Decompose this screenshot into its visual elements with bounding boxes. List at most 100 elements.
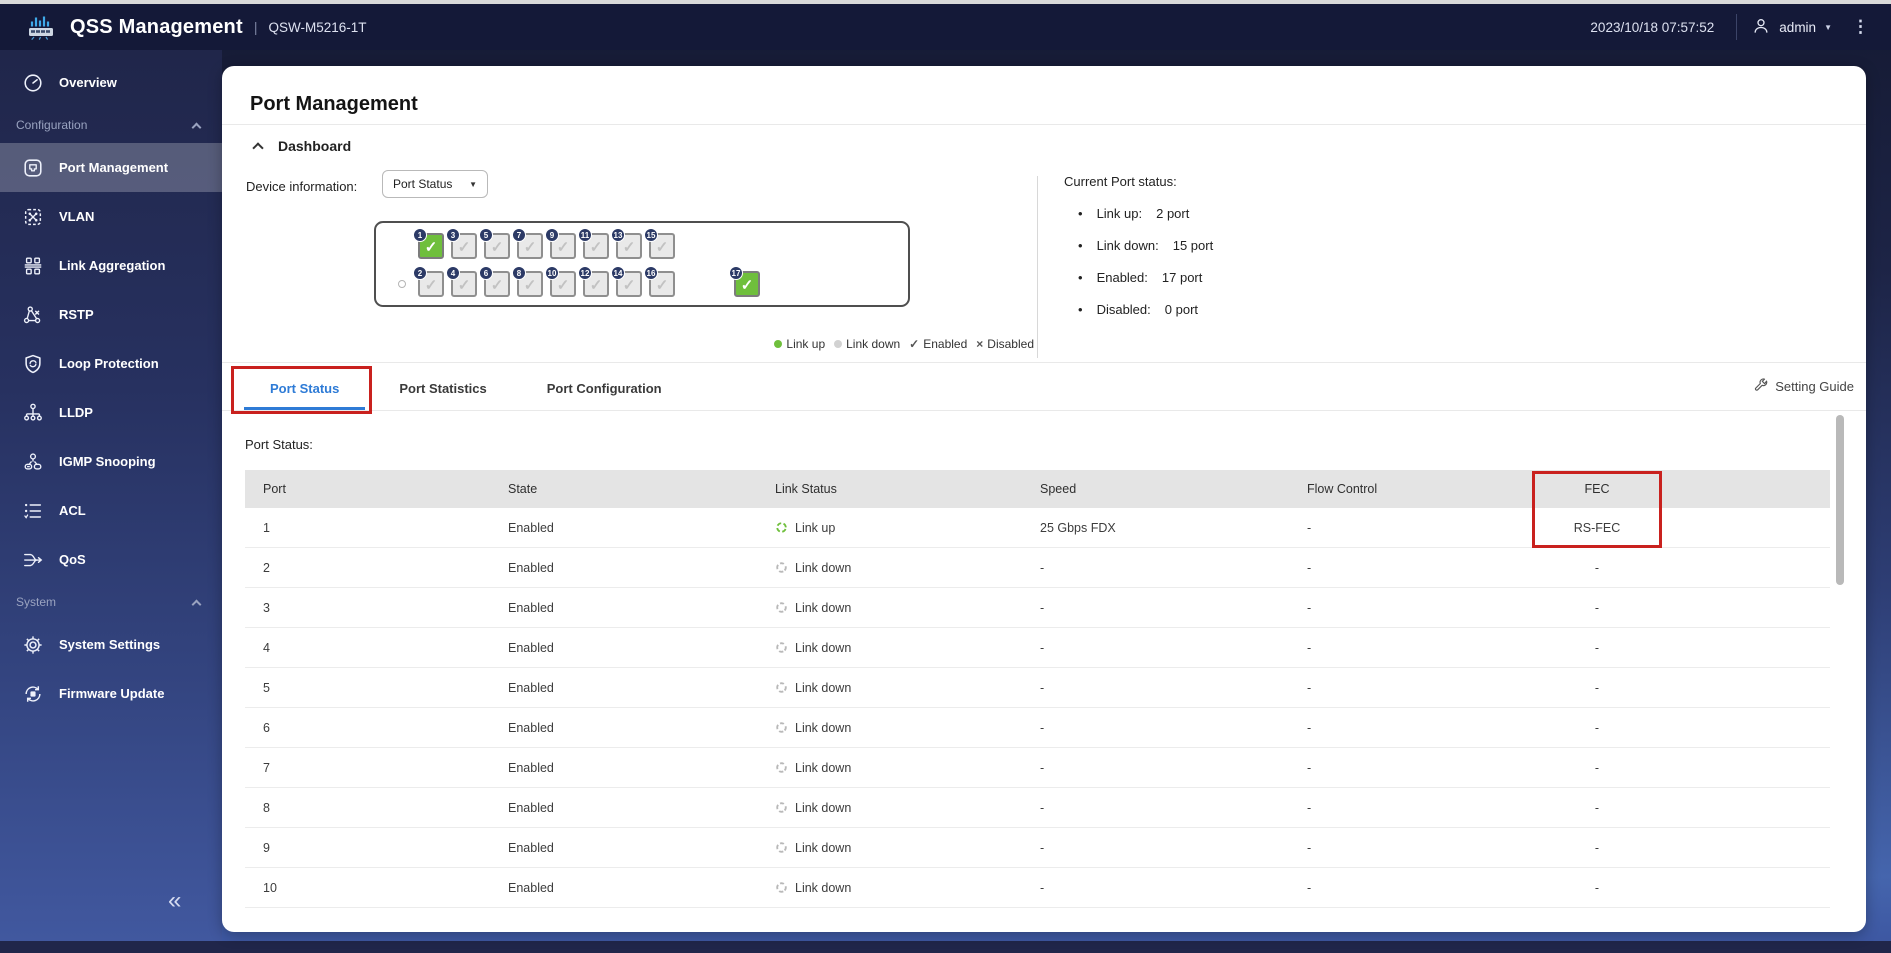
dashboard-section-label: Dashboard (278, 138, 352, 154)
more-options-icon[interactable]: ⋮ (1852, 17, 1869, 36)
link-status-text: Link down (795, 560, 852, 575)
cell-port: 10 (263, 880, 277, 895)
port-9[interactable]: 9 ✓ (545, 228, 576, 259)
chevron-down-icon: ▼ (1824, 22, 1832, 32)
sidebar-item-label: ACL (59, 503, 86, 518)
port-2[interactable]: 2 ✓ (413, 266, 444, 297)
sidebar-item-port-management[interactable]: Port Management (0, 143, 222, 192)
cell-speed: - (1040, 720, 1045, 735)
sidebar-item-system-settings[interactable]: System Settings (0, 620, 222, 669)
cell-flow-control: - (1307, 880, 1312, 895)
chevron-down-icon: ▼ (469, 179, 477, 189)
sidebar-item-qos[interactable]: QoS (0, 535, 222, 584)
port-16[interactable]: 16 ✓ (644, 266, 675, 297)
port-number-badge: 13 (611, 228, 625, 242)
dashboard-collapse-header[interactable]: Dashboard (252, 138, 352, 154)
sidebar-section-configuration[interactable]: Configuration (0, 107, 222, 143)
cell-port: 3 (263, 600, 270, 615)
tab-port-statistics[interactable]: Port Statistics (399, 380, 487, 396)
port-17[interactable]: 17 ✓ (729, 266, 760, 297)
qos-merge-icon (22, 549, 44, 571)
sidebar-item-igmp-snooping[interactable]: IGMP Snooping (0, 437, 222, 486)
port-number-badge: 11 (578, 228, 592, 242)
cell-port: 8 (263, 800, 270, 815)
port-10[interactable]: 10 ✓ (545, 266, 576, 297)
cell-link-status: Link down (757, 761, 1022, 775)
link-status-text: Link down (795, 840, 852, 855)
status-item-enabled-: • Enabled: 17 port (1064, 270, 1213, 285)
link-down-icon (775, 721, 788, 734)
port-6[interactable]: 6 ✓ (479, 266, 510, 297)
sidebar-item-label: LLDP (59, 405, 93, 420)
status-item-link-down-: • Link down: 15 port (1064, 238, 1213, 253)
sidebar-item-rstp[interactable]: RSTP (0, 290, 222, 339)
port-row-top: 1 ✓ 3 ✓ 5 ✓ 7 ✓ 9 ✓ 11 ✓ 13 ✓ 15 ✓ (413, 228, 675, 259)
port-12[interactable]: 12 ✓ (578, 266, 609, 297)
table-row-port-2: 2 Enabled Link down - - - (245, 548, 1830, 588)
sidebar-item-firmware-update[interactable]: Firmware Update (0, 669, 222, 718)
port-15[interactable]: 15 ✓ (644, 228, 675, 259)
bullet-icon: • (1078, 206, 1083, 221)
link-down-icon (775, 641, 788, 654)
legend-check-icon: ✓ (909, 337, 920, 351)
port-5[interactable]: 5 ✓ (479, 228, 510, 259)
sidebar-item-label: RSTP (59, 307, 94, 322)
port-13[interactable]: 13 ✓ (611, 228, 642, 259)
sidebar-section-label: Configuration (16, 118, 88, 132)
cell-link-status: Link up (757, 521, 1022, 535)
enabled-check-icon: ✓ (622, 276, 636, 294)
status-label: Link up: (1096, 206, 1143, 221)
lldp-hierarchy-icon (22, 402, 44, 424)
port-number-badge: 1 (413, 228, 427, 242)
status-item-disabled-: • Disabled: 0 port (1064, 302, 1213, 317)
tab-port-configuration[interactable]: Port Configuration (546, 380, 662, 396)
view-select-dropdown[interactable]: Port Status ▼ (382, 170, 488, 198)
sidebar-collapse-button[interactable]: « (168, 887, 182, 914)
port-4[interactable]: 4 ✓ (446, 266, 477, 297)
sidebar-item-vlan[interactable]: VLAN (0, 192, 222, 241)
status-led (398, 280, 406, 288)
port-7[interactable]: 7 ✓ (512, 228, 543, 259)
setting-guide-button[interactable]: Setting Guide (1753, 377, 1854, 396)
sidebar-item-label: System Settings (59, 637, 161, 652)
port-1[interactable]: 1 ✓ (413, 228, 444, 259)
cell-fec: - (1594, 560, 1600, 575)
legend-label: Link down (846, 337, 901, 351)
link-status-text: Link down (795, 760, 852, 775)
sidebar-item-acl[interactable]: ACL (0, 486, 222, 535)
port-11[interactable]: 11 ✓ (578, 228, 609, 259)
chevron-up-icon[interactable] (252, 142, 264, 154)
table-row-port-8: 8 Enabled Link down - - - (245, 788, 1830, 828)
sidebar-item-overview[interactable]: Overview (0, 58, 222, 107)
sidebar-item-loop-protection[interactable]: Loop Protection (0, 339, 222, 388)
port-8[interactable]: 8 ✓ (512, 266, 543, 297)
tab-port-status[interactable]: Port Status (240, 366, 369, 410)
legend-label: Enabled (923, 337, 968, 351)
link-down-icon (775, 761, 788, 774)
cell-fec: - (1594, 640, 1600, 655)
port-status-caption: Port Status: (245, 437, 313, 452)
bullet-icon: • (1078, 270, 1083, 285)
sidebar-item-lldp[interactable]: LLDP (0, 388, 222, 437)
column-header-state: State (508, 482, 538, 496)
cell-flow-control: - (1307, 840, 1312, 855)
user-menu[interactable]: admin ▼ (1751, 16, 1832, 39)
sidebar-item-link-aggregation[interactable]: Link Aggregation (0, 241, 222, 290)
sidebar: Overview Configuration Port Management VLAN… (0, 50, 222, 941)
cell-port: 6 (263, 720, 270, 735)
dashboard-vertical-divider (1037, 176, 1038, 358)
sidebar-item-label: Port Management (59, 160, 169, 175)
port-3[interactable]: 3 ✓ (446, 228, 477, 259)
table-scrollbar-thumb[interactable] (1836, 415, 1844, 585)
link-status-text: Link down (795, 720, 852, 735)
sidebar-section-system[interactable]: System (0, 584, 222, 620)
port-14[interactable]: 14 ✓ (611, 266, 642, 297)
port-number-badge: 6 (479, 266, 493, 280)
sidebar-item-label: Overview (59, 75, 117, 90)
link-down-icon (775, 681, 788, 694)
cell-fec: - (1594, 880, 1600, 895)
cell-link-status: Link down (757, 881, 1022, 895)
rstp-tree-icon (22, 304, 44, 326)
cell-state: Enabled (508, 760, 554, 775)
uplink-port-slot: 17 ✓ (729, 266, 760, 297)
